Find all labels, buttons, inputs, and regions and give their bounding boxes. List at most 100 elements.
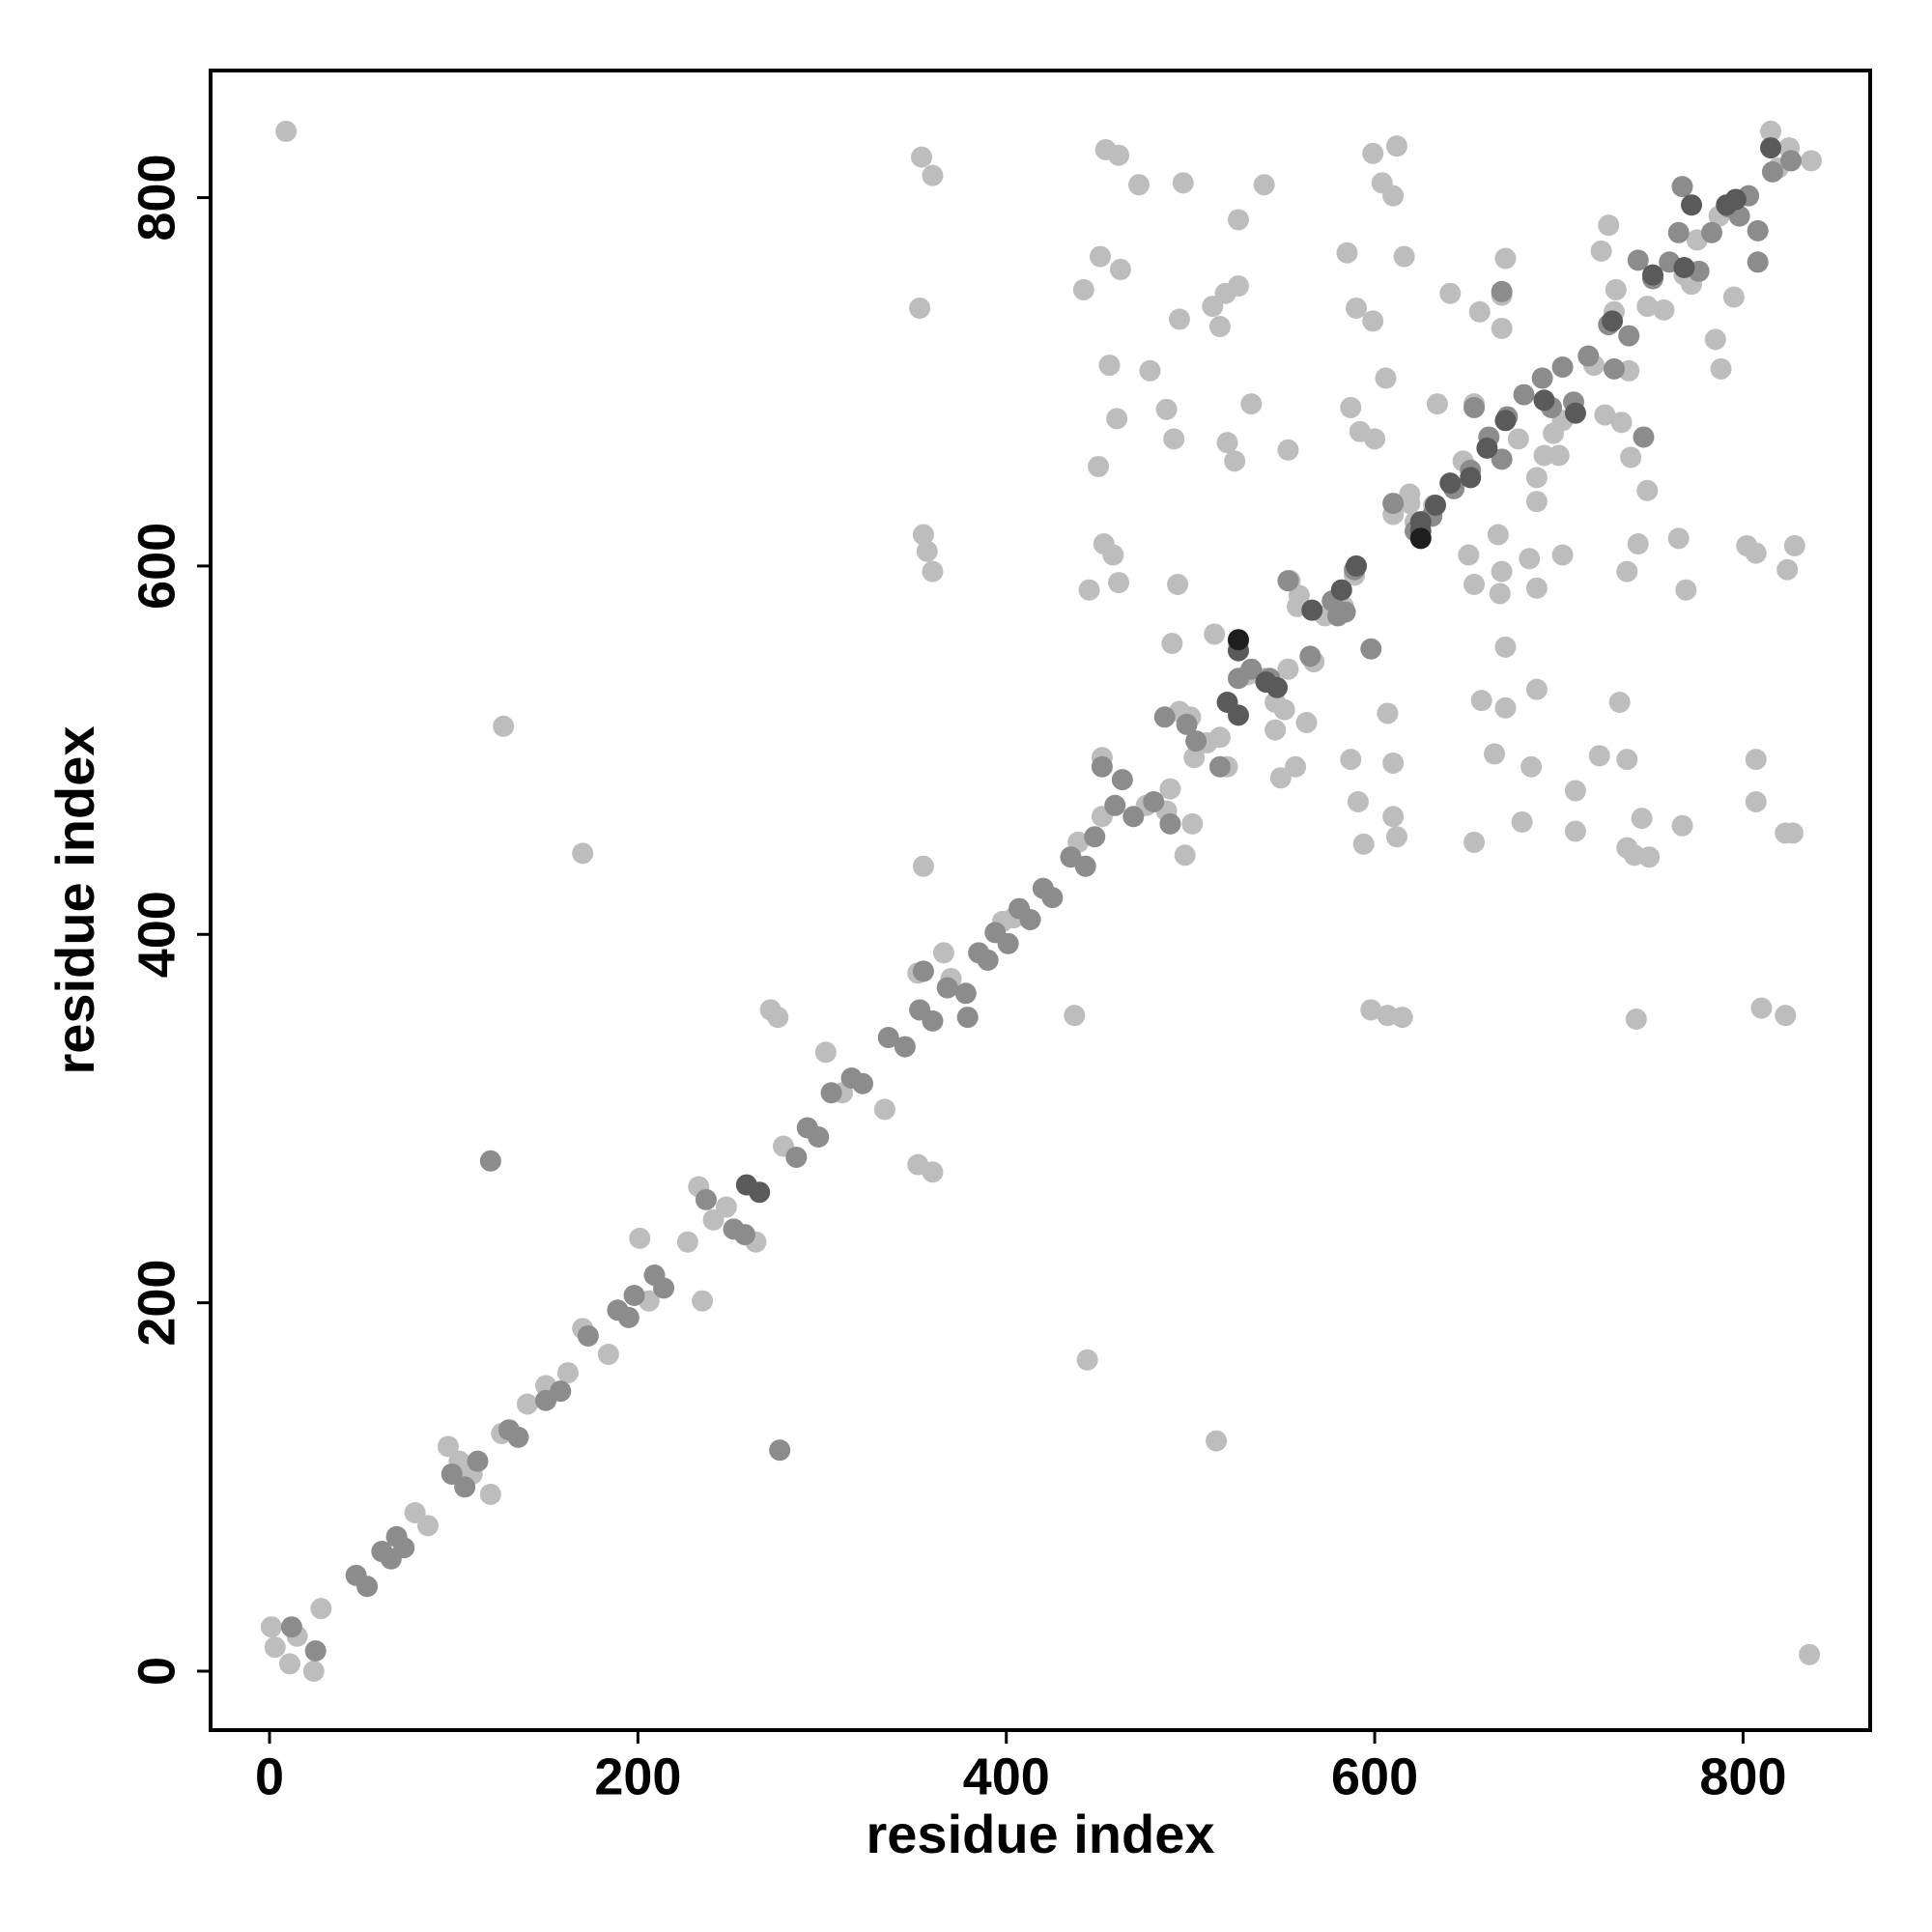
point	[1760, 120, 1782, 142]
point	[1362, 310, 1384, 332]
point	[1167, 573, 1189, 595]
point	[1181, 812, 1204, 835]
point	[1168, 308, 1190, 330]
point	[617, 1306, 639, 1328]
point	[1159, 778, 1181, 800]
point	[1174, 844, 1196, 867]
point	[1108, 144, 1130, 166]
point	[1088, 455, 1110, 477]
point	[1208, 316, 1231, 338]
point	[1019, 909, 1041, 931]
point	[1091, 755, 1113, 778]
point	[820, 1082, 842, 1104]
point	[1484, 743, 1506, 765]
point	[1301, 599, 1323, 621]
point	[1701, 221, 1723, 243]
point	[1382, 185, 1405, 207]
point	[1491, 280, 1513, 302]
point	[912, 855, 934, 877]
point	[749, 1181, 771, 1204]
point	[1426, 393, 1448, 415]
point	[1745, 749, 1767, 771]
point	[1642, 264, 1664, 286]
point	[1551, 355, 1574, 378]
point	[260, 1616, 282, 1638]
point	[1533, 389, 1555, 412]
point	[356, 1576, 379, 1598]
point	[1776, 558, 1799, 581]
point	[302, 1660, 325, 1682]
point	[1334, 601, 1356, 623]
point	[653, 1277, 675, 1299]
point	[932, 942, 954, 964]
point	[1598, 214, 1620, 237]
y-tick-label: 400	[128, 891, 185, 978]
point	[1273, 698, 1295, 721]
point	[467, 1450, 489, 1472]
point	[1653, 298, 1675, 321]
point	[597, 1344, 619, 1366]
point	[1603, 357, 1625, 380]
point	[977, 949, 999, 971]
point	[454, 1476, 476, 1498]
point	[1594, 404, 1616, 426]
point	[1409, 527, 1432, 550]
point	[1155, 398, 1178, 420]
point	[912, 524, 934, 546]
point	[278, 1653, 300, 1675]
point	[1531, 367, 1553, 389]
point	[1078, 579, 1100, 601]
point	[808, 1126, 830, 1149]
point	[1159, 812, 1181, 835]
point	[1391, 1007, 1413, 1029]
point	[304, 1640, 327, 1662]
point	[702, 1208, 724, 1231]
point	[1722, 286, 1745, 308]
point	[894, 1036, 916, 1058]
point	[1724, 188, 1747, 211]
point	[1616, 749, 1638, 771]
point	[1295, 711, 1318, 733]
point	[1799, 1643, 1821, 1665]
point	[676, 1231, 698, 1253]
point	[877, 1027, 899, 1049]
point	[440, 1463, 463, 1485]
point	[1747, 251, 1769, 273]
point	[1299, 645, 1321, 668]
point	[1533, 444, 1555, 467]
point	[1681, 194, 1703, 216]
point	[956, 1007, 979, 1029]
point	[767, 1007, 789, 1029]
point	[1340, 396, 1362, 418]
point	[1463, 396, 1486, 418]
point	[1227, 629, 1249, 651]
point	[1610, 412, 1633, 434]
point	[1745, 542, 1767, 564]
point	[911, 146, 933, 168]
point	[1616, 560, 1638, 582]
point	[1605, 278, 1627, 300]
point	[1122, 806, 1145, 828]
point	[912, 960, 934, 982]
point	[1667, 221, 1690, 243]
point	[1590, 240, 1612, 262]
point	[1667, 527, 1690, 550]
point	[1494, 410, 1517, 432]
point	[922, 560, 944, 582]
x-axis-label: residue index	[866, 1804, 1214, 1864]
x-tick-label: 200	[594, 1747, 681, 1805]
point	[1240, 658, 1263, 680]
point	[416, 1515, 439, 1537]
point	[1266, 676, 1289, 698]
point	[1393, 245, 1415, 268]
point	[479, 1150, 501, 1172]
point	[1128, 174, 1151, 196]
point	[1382, 493, 1405, 515]
point	[556, 1362, 579, 1384]
point	[1620, 446, 1642, 469]
point	[1102, 544, 1124, 566]
point	[572, 842, 594, 865]
x-tick-label: 0	[255, 1747, 284, 1805]
